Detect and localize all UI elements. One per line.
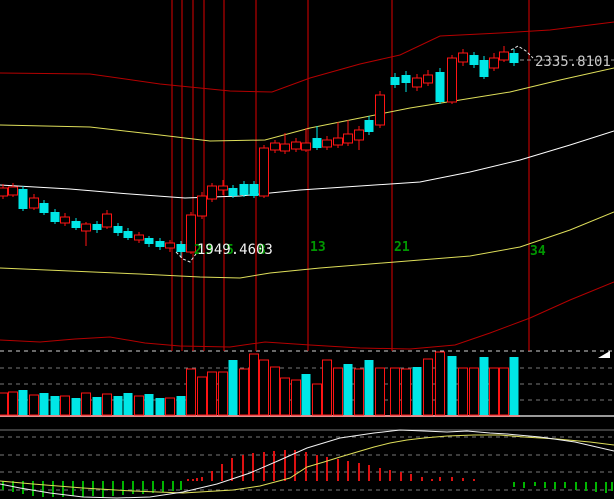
envelope-bands [0, 21, 614, 350]
candlesticks [0, 46, 519, 258]
macd-pane [0, 429, 614, 499]
scroll-arrow-icon[interactable] [598, 351, 610, 358]
price-annotations [175, 45, 614, 263]
fib-time-zone-lines [171, 0, 530, 351]
volume-bars [0, 351, 519, 416]
